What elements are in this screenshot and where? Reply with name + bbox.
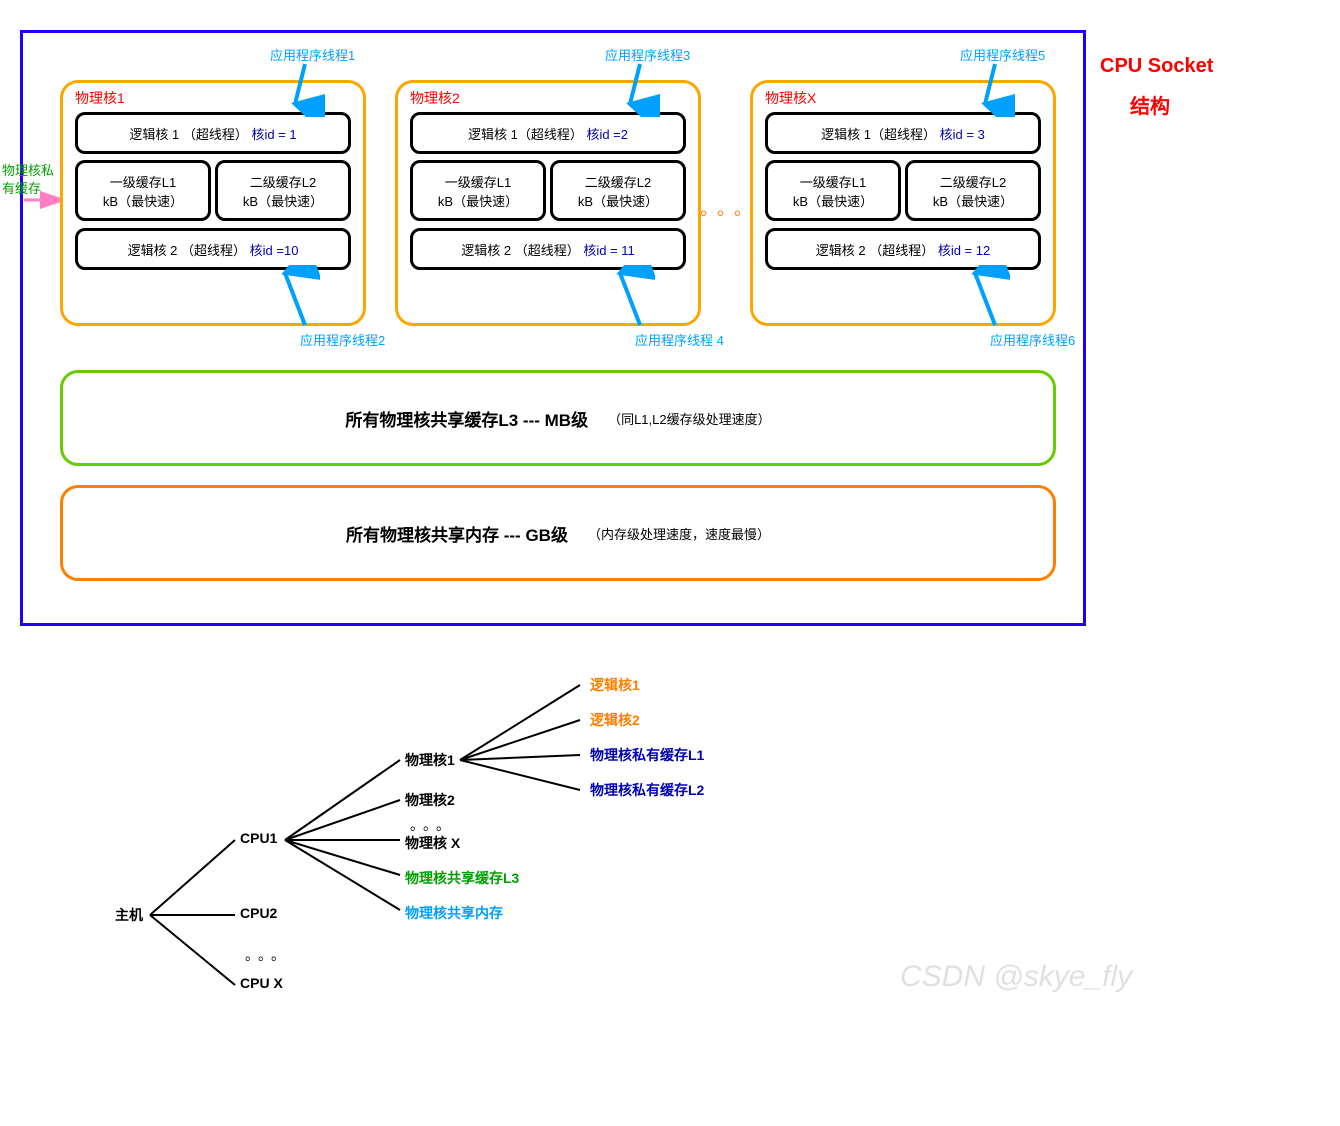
l1-cache: 一级缓存L1kB（最快速） (75, 160, 211, 221)
tree-host: 主机 (115, 905, 143, 925)
tree-leaf-l1: 物理核私有缓存L1 (590, 745, 704, 765)
l1-cache: 一级缓存L1kB（最快速） (410, 160, 546, 221)
tree-cpux: CPU X (240, 975, 283, 991)
core-label: 物理核2 (410, 88, 460, 108)
logical-core-2: 逻辑核 2 （超线程） 核id =10 (75, 228, 351, 270)
logical-core-1: 逻辑核 1 （超线程） 核id = 1 (75, 112, 351, 154)
l1-cache: 一级缓存L1kB（最快速） (765, 160, 901, 221)
tree-phys-dots: 。。。 (410, 815, 456, 835)
tree-phys1: 物理核1 (405, 750, 455, 770)
logical-core-1: 逻辑核 1（超线程） 核id = 3 (765, 112, 1041, 154)
title-line2: 结构 (1130, 90, 1170, 119)
lc2-text: 逻辑核 2 （超线程） 核id = 11 (461, 240, 635, 259)
arrow-down-icon (975, 62, 1015, 117)
mem-sub: （内存级处理速度，速度最慢） (588, 524, 770, 543)
lc1-text: 逻辑核 1（超线程） 核id =2 (468, 124, 628, 143)
logical-core-1: 逻辑核 1（超线程） 核id =2 (410, 112, 686, 154)
l3-box: 所有物理核共享缓存L3 --- MB级 （同L1,L2缓存级处理速度） (60, 370, 1056, 466)
side-label-1: 物理核私 (2, 160, 54, 179)
tree-leaf-l2: 物理核私有缓存L2 (590, 780, 704, 800)
arrow-down-icon (285, 62, 325, 117)
lc1-text: 逻辑核 1（超线程） 核id = 3 (821, 124, 985, 143)
arrow-up-icon (960, 265, 1010, 335)
lc2-text: 逻辑核 2 （超线程） 核id =10 (128, 240, 299, 259)
arrow-up-icon (270, 265, 320, 335)
tree-physx: 物理核 X (405, 833, 460, 853)
mem-box: 所有物理核共享内存 --- GB级 （内存级处理速度，速度最慢） (60, 485, 1056, 581)
tree-cpu2: CPU2 (240, 905, 277, 921)
l2-cache: 二级缓存L2kB（最快速） (215, 160, 351, 221)
tree-shared-mem: 物理核共享内存 (405, 903, 503, 923)
core-label: 物理核1 (75, 88, 125, 108)
l3-main: 所有物理核共享缓存L3 --- MB级 (345, 406, 588, 431)
arrow-up-icon (605, 265, 655, 335)
l2-cache: 二级缓存L2kB（最快速） (550, 160, 686, 221)
tree-leaf-lc1: 逻辑核1 (590, 675, 640, 695)
l2-cache: 二级缓存L2kB（最快速） (905, 160, 1041, 221)
logical-core-2: 逻辑核 2 （超线程） 核id = 12 (765, 228, 1041, 270)
tree-phys2: 物理核2 (405, 790, 455, 810)
lc2-text: 逻辑核 2 （超线程） 核id = 12 (816, 240, 990, 259)
core-label: 物理核X (765, 88, 816, 108)
tree-shared-l3: 物理核共享缓存L3 (405, 868, 519, 888)
arrow-down-icon (620, 62, 660, 117)
lc1-text: 逻辑核 1 （超线程） 核id = 1 (129, 124, 296, 143)
l3-sub: （同L1,L2缓存级处理速度） (608, 409, 771, 428)
tree-cpu1: CPU1 (240, 830, 277, 846)
watermark: CSDN @skye_fly (900, 960, 1132, 994)
title-line1: CPU Socket (1100, 55, 1213, 78)
tree-cpu-dots: 。。。 (245, 945, 291, 965)
mem-main: 所有物理核共享内存 --- GB级 (346, 521, 568, 546)
logical-core-2: 逻辑核 2 （超线程） 核id = 11 (410, 228, 686, 270)
tree-leaf-lc2: 逻辑核2 (590, 710, 640, 730)
